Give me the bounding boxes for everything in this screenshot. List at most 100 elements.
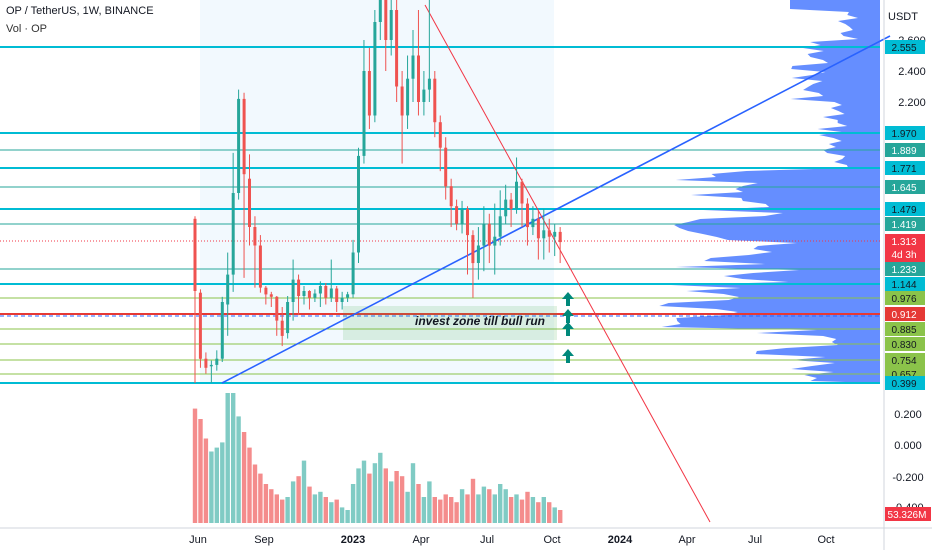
level-price-tag bbox=[885, 143, 925, 157]
candle-body bbox=[444, 147, 448, 187]
volume-bar bbox=[290, 481, 296, 523]
bar-countdown-label: 4d 3h bbox=[891, 250, 916, 261]
current-price-tag bbox=[885, 234, 925, 262]
volume-bar bbox=[345, 510, 350, 523]
candle-body bbox=[297, 279, 301, 296]
volume-bar bbox=[410, 463, 416, 523]
candle-body bbox=[542, 230, 546, 239]
level-price-label: 0.830 bbox=[891, 340, 916, 351]
volume-bar bbox=[323, 497, 328, 523]
candle-body bbox=[509, 199, 513, 209]
time-tick-label: Apr bbox=[412, 534, 429, 546]
volume-value-label: 53.326M bbox=[888, 510, 927, 521]
candle-body bbox=[498, 216, 502, 237]
level-price-tag bbox=[885, 161, 925, 175]
invest-zone bbox=[343, 306, 557, 340]
level-price-label: 1.419 bbox=[891, 220, 916, 231]
candle-body bbox=[411, 55, 415, 79]
candle-body bbox=[237, 98, 241, 193]
level-price-label: 1.144 bbox=[891, 280, 916, 291]
level-price-tag bbox=[885, 277, 925, 291]
candle-body bbox=[526, 203, 529, 228]
volume-bar bbox=[263, 484, 269, 523]
volume-bar bbox=[285, 497, 290, 523]
candle-body bbox=[318, 286, 322, 294]
volume-bar bbox=[443, 494, 448, 523]
level-price-label: 1.771 bbox=[891, 164, 916, 175]
level-price-label: 1.645 bbox=[891, 183, 916, 194]
candle-body bbox=[373, 22, 377, 116]
candle-body bbox=[417, 55, 420, 102]
level-price-tag bbox=[885, 217, 925, 231]
volume-bar bbox=[198, 419, 203, 523]
time-tick-label: 2024 bbox=[608, 534, 633, 546]
time-tick-label: Jul bbox=[480, 534, 494, 546]
candle-body bbox=[515, 181, 518, 209]
candle-body bbox=[248, 178, 251, 227]
falling-trendline bbox=[424, 4, 711, 523]
candle-body bbox=[286, 302, 290, 334]
candle-body bbox=[427, 78, 431, 90]
candle-body bbox=[482, 223, 486, 246]
up-arrow-icon bbox=[562, 322, 574, 336]
candle-body bbox=[520, 181, 524, 204]
volume-bar bbox=[530, 497, 536, 523]
time-tick-label: Sep bbox=[254, 534, 274, 546]
volume-bar bbox=[318, 491, 323, 523]
volume-bar bbox=[432, 497, 437, 523]
volume-value-tag bbox=[885, 507, 931, 521]
volume-bar bbox=[269, 489, 274, 523]
candle-body bbox=[433, 78, 437, 123]
time-tick-label: 2023 bbox=[341, 534, 365, 546]
candle-body bbox=[351, 252, 355, 295]
volume-bar bbox=[280, 499, 285, 523]
volume-bar bbox=[209, 451, 214, 523]
candle-body bbox=[220, 302, 224, 359]
volume-bar bbox=[547, 502, 552, 523]
candle-body bbox=[547, 230, 551, 237]
candle-body bbox=[193, 218, 197, 291]
volume-bar bbox=[241, 432, 247, 523]
candle-body bbox=[324, 286, 328, 298]
level-price-tag bbox=[885, 307, 925, 321]
candle-body bbox=[313, 293, 317, 298]
level-price-label: 1.970 bbox=[891, 129, 916, 140]
volume-tick-label: 0.200 bbox=[894, 409, 922, 421]
level-price-tag bbox=[885, 126, 925, 140]
volume-bar bbox=[427, 481, 432, 523]
candle-body bbox=[531, 218, 535, 228]
volume-bar bbox=[514, 494, 519, 523]
volume-bar bbox=[339, 507, 345, 523]
candle-body bbox=[357, 155, 360, 253]
time-tick-label: Oct bbox=[817, 534, 834, 546]
candle-body bbox=[460, 208, 464, 224]
volume-bar bbox=[481, 486, 487, 523]
candle-body bbox=[209, 364, 213, 367]
volume-bar bbox=[492, 494, 497, 523]
volume-bar bbox=[399, 476, 405, 523]
volume-bar bbox=[465, 494, 470, 523]
candle-body bbox=[406, 78, 410, 116]
candle-body bbox=[395, 10, 399, 87]
volume-bar bbox=[192, 408, 198, 523]
volume-bar bbox=[236, 416, 241, 523]
level-price-tag bbox=[885, 353, 925, 367]
volume-bar bbox=[449, 497, 454, 523]
volume-bar bbox=[225, 393, 230, 523]
candle-body bbox=[258, 245, 262, 288]
price-tick-label: 2.400 bbox=[898, 66, 926, 78]
volume-bar bbox=[258, 473, 263, 523]
candle-body bbox=[504, 199, 508, 217]
date-range-highlight bbox=[200, 0, 554, 383]
volume-profile bbox=[659, 0, 880, 383]
volume-bar bbox=[383, 468, 388, 523]
price-tick-label: 2.200 bbox=[898, 97, 926, 109]
volume-bar bbox=[470, 478, 476, 523]
candle-body bbox=[291, 279, 295, 302]
volume-bar bbox=[421, 497, 427, 523]
up-arrow-icon bbox=[562, 292, 574, 306]
level-price-label: 1.479 bbox=[891, 205, 916, 216]
volume-bar bbox=[220, 442, 225, 523]
